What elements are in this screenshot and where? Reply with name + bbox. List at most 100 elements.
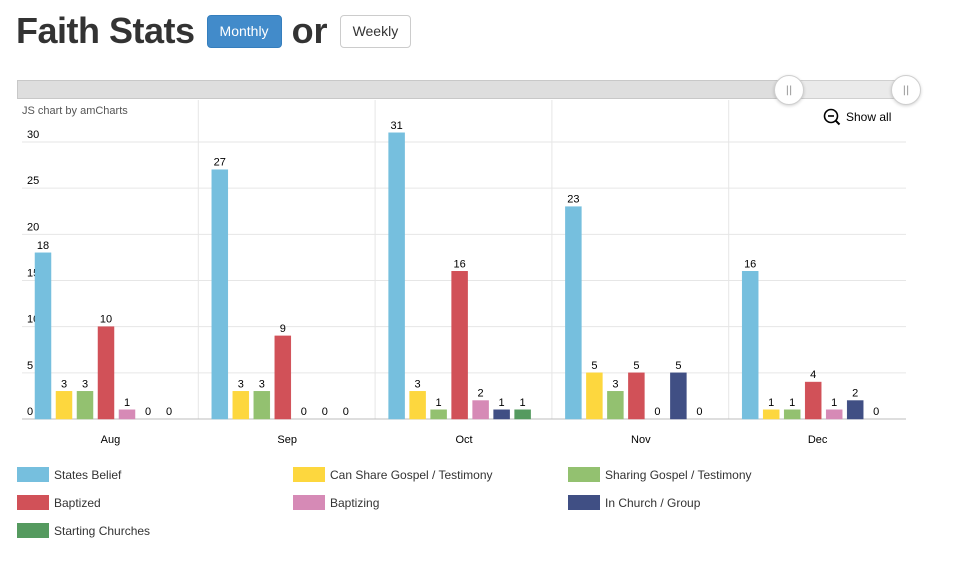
data-label: 0 <box>654 406 660 418</box>
show-all-button[interactable]: Show all <box>823 108 891 126</box>
data-label: 1 <box>789 397 795 409</box>
bar <box>211 169 229 420</box>
bar <box>232 391 250 420</box>
bar <box>430 409 447 420</box>
x-tick-label: Aug <box>101 434 121 446</box>
data-label: 18 <box>37 240 49 252</box>
data-label: 0 <box>696 406 702 418</box>
weekly-button[interactable]: Weekly <box>339 14 412 48</box>
data-label: 27 <box>214 157 226 169</box>
data-label: 1 <box>499 397 505 409</box>
legend-swatch <box>293 495 325 510</box>
data-label: 1 <box>436 397 442 409</box>
legend-label: In Church / Group <box>605 495 701 510</box>
bar <box>628 372 645 420</box>
data-label: 5 <box>633 360 639 372</box>
bar <box>493 409 510 420</box>
data-label: 1 <box>124 397 130 409</box>
scrollbar-left-grip[interactable]: || <box>774 75 804 105</box>
bar <box>565 206 582 420</box>
data-label: 31 <box>390 120 402 132</box>
data-label: 23 <box>567 194 579 206</box>
or-text: or <box>291 10 328 51</box>
legend-swatch <box>17 523 49 538</box>
y-tick-label: 30 <box>27 129 39 141</box>
monthly-button[interactable]: Monthly <box>206 14 282 48</box>
legend-item[interactable]: Baptizing <box>293 495 379 510</box>
data-label: 4 <box>810 369 816 381</box>
data-label: 16 <box>744 258 756 270</box>
data-label: 3 <box>612 378 618 390</box>
x-tick-label: Dec <box>808 434 828 446</box>
legend-label: Baptized <box>54 495 101 510</box>
bar <box>253 391 271 420</box>
scrollbar-right-grip[interactable]: || <box>891 75 921 105</box>
legend-label: Can Share Gospel / Testimony <box>330 467 493 482</box>
data-label: 5 <box>591 360 597 372</box>
bar <box>670 372 687 420</box>
page-header: Faith Stats Monthly or Weekly <box>16 6 412 56</box>
legend-swatch <box>568 495 600 510</box>
bar <box>741 271 759 420</box>
bar <box>825 409 843 420</box>
data-label: 16 <box>453 258 465 270</box>
zoom-out-icon <box>823 108 841 126</box>
show-all-label: Show all <box>846 110 892 124</box>
bar <box>514 409 531 420</box>
legend-item[interactable]: Starting Churches <box>17 523 150 538</box>
bar <box>762 409 780 420</box>
bar <box>586 372 603 420</box>
data-label: 0 <box>343 406 349 418</box>
bar <box>76 391 94 420</box>
legend-swatch <box>293 467 325 482</box>
legend-label: Sharing Gospel / Testimony <box>605 467 752 482</box>
data-label: 3 <box>238 378 244 390</box>
chart-scrollbar-selection[interactable] <box>789 80 905 99</box>
data-label: 0 <box>166 406 172 418</box>
data-label: 3 <box>82 378 88 390</box>
bar <box>118 409 136 420</box>
x-tick-label: Sep <box>277 434 297 446</box>
chart-credit[interactable]: JS chart by amCharts <box>22 105 128 117</box>
bar <box>804 381 822 420</box>
data-label: 0 <box>873 406 879 418</box>
bar <box>451 271 468 420</box>
legend-item[interactable]: In Church / Group <box>568 495 700 510</box>
y-tick-label: 20 <box>27 221 39 233</box>
data-label: 0 <box>145 406 151 418</box>
legend-label: States Belief <box>54 467 122 482</box>
bar <box>783 409 801 420</box>
data-label: 5 <box>675 360 681 372</box>
bar <box>388 132 405 420</box>
data-label: 3 <box>61 378 67 390</box>
x-tick-label: Nov <box>631 434 651 446</box>
data-label: 2 <box>478 388 484 400</box>
legend-item[interactable]: Sharing Gospel / Testimony <box>568 467 752 482</box>
bar <box>34 252 52 420</box>
legend-label: Starting Churches <box>54 523 151 538</box>
data-label: 1 <box>520 397 526 409</box>
legend-swatch <box>568 467 600 482</box>
bar <box>409 391 426 420</box>
legend-item[interactable]: Baptized <box>17 495 101 510</box>
data-label: 2 <box>852 388 858 400</box>
bar <box>97 326 115 420</box>
legend-swatch <box>17 495 49 510</box>
x-tick-label: Oct <box>455 434 472 446</box>
bar <box>55 391 73 420</box>
data-label: 1 <box>768 397 774 409</box>
legend-label: Baptizing <box>330 495 380 510</box>
page-title: Faith Stats <box>16 10 195 51</box>
bar <box>607 391 624 420</box>
bar <box>274 335 292 420</box>
data-label: 3 <box>415 378 421 390</box>
legend-swatch <box>17 467 49 482</box>
data-label: 9 <box>280 323 286 335</box>
data-label: 0 <box>301 406 307 418</box>
y-tick-label: 5 <box>27 360 33 372</box>
y-tick-label: 0 <box>27 406 33 418</box>
legend-item[interactable]: States Belief <box>17 467 121 482</box>
data-label: 10 <box>100 314 112 326</box>
legend-item[interactable]: Can Share Gospel / Testimony <box>293 467 493 482</box>
